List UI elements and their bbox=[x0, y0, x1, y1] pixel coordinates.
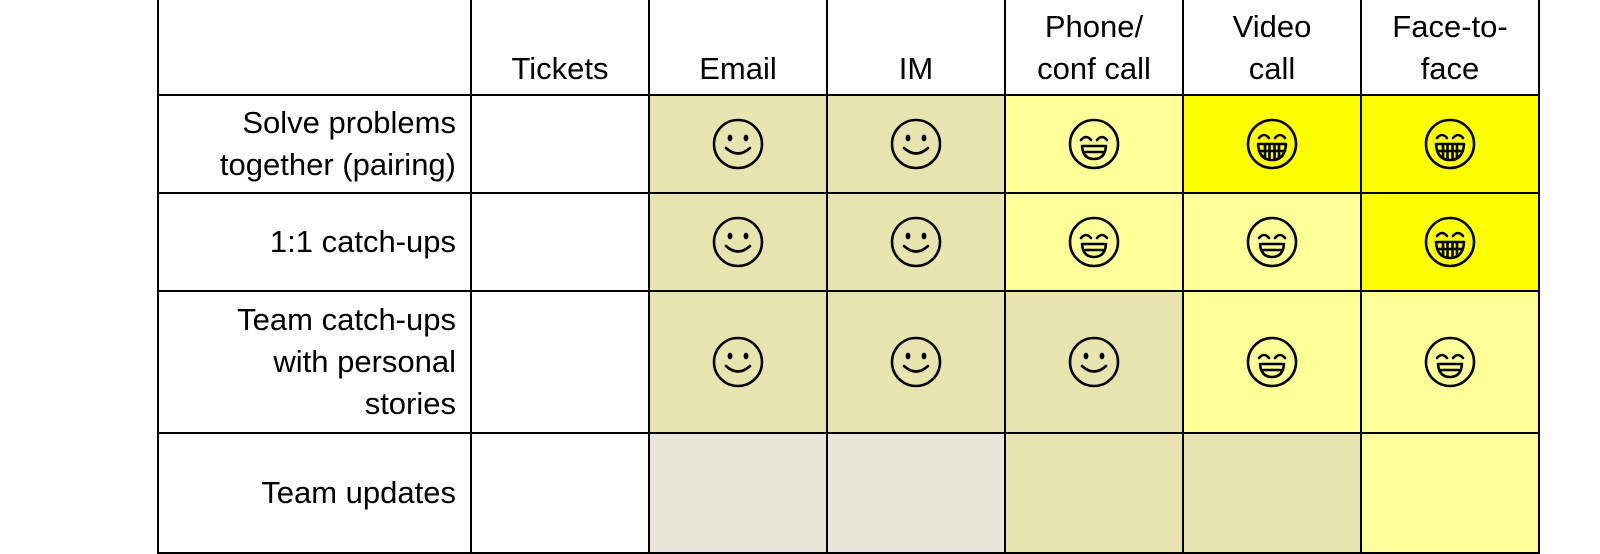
rating-cell-phone bbox=[1004, 432, 1184, 554]
row-header-label: Team catch-ups with personal stories bbox=[237, 302, 456, 421]
row-header: Solve problems together (pairing) bbox=[157, 94, 472, 194]
smile-face-icon bbox=[711, 215, 765, 269]
row-header-label: Team updates bbox=[261, 475, 456, 510]
rating-cell-face-to-face bbox=[1360, 192, 1540, 292]
rating-cell-im bbox=[826, 192, 1006, 292]
rating-cell-face-to-face bbox=[1360, 94, 1540, 194]
smile-face-icon bbox=[1067, 335, 1121, 389]
rating-cell-email bbox=[648, 432, 828, 554]
rating-cell-phone bbox=[1004, 94, 1184, 194]
grin-face-icon bbox=[1245, 335, 1299, 389]
row-header: Team catch-ups with personal stories bbox=[157, 290, 472, 434]
rating-cell-im bbox=[826, 432, 1006, 554]
rating-cell-im bbox=[826, 94, 1006, 194]
table-row: 1:1 catch-ups bbox=[157, 192, 1540, 292]
column-header-label: Tickets bbox=[511, 51, 609, 86]
column-header-row-header bbox=[157, 0, 472, 96]
big-grin-face-icon bbox=[1245, 117, 1299, 171]
column-header-label: Video call bbox=[1232, 9, 1312, 86]
big-grin-face-icon bbox=[1423, 215, 1477, 269]
column-header-email: Email bbox=[648, 0, 828, 96]
header-row: Tickets Email IM Phone/conf call Video call Fa… bbox=[157, 0, 1540, 96]
column-header-label: Phone/conf call bbox=[1037, 9, 1151, 86]
column-header-label: Email bbox=[699, 51, 777, 86]
rating-cell-email bbox=[648, 94, 828, 194]
rating-cell-phone bbox=[1004, 192, 1184, 292]
table-row: Solve problems together (pairing) bbox=[157, 94, 1540, 194]
rating-cell-face-to-face bbox=[1360, 290, 1540, 434]
smile-face-icon bbox=[889, 335, 943, 389]
column-header-tickets: Tickets bbox=[470, 0, 650, 96]
communication-matrix: Tickets Email IM Phone/conf call Video call Fa… bbox=[157, 0, 1540, 554]
rating-cell-phone bbox=[1004, 290, 1184, 434]
rating-cell-email bbox=[648, 290, 828, 434]
column-header-phone: Phone/conf call bbox=[1004, 0, 1184, 96]
row-header-label: Solve problems together (pairing) bbox=[219, 105, 456, 182]
column-header-label: IM bbox=[898, 51, 934, 86]
smile-face-icon bbox=[711, 117, 765, 171]
row-header: 1:1 catch-ups bbox=[157, 192, 472, 292]
grin-face-icon bbox=[1067, 215, 1121, 269]
smile-face-icon bbox=[711, 335, 765, 389]
grin-face-icon bbox=[1423, 335, 1477, 389]
smile-face-icon bbox=[889, 117, 943, 171]
rating-cell-im bbox=[826, 290, 1006, 434]
column-header-video: Video call bbox=[1182, 0, 1362, 96]
rating-cell-tickets bbox=[470, 290, 650, 434]
rating-cell-video bbox=[1182, 94, 1362, 194]
matrix-body: Solve problems together (pairing) 1:1 catc… bbox=[157, 94, 1540, 554]
rating-cell-tickets bbox=[470, 192, 650, 292]
rating-cell-tickets bbox=[470, 94, 650, 194]
rating-cell-face-to-face bbox=[1360, 432, 1540, 554]
smile-face-icon bbox=[889, 215, 943, 269]
grin-face-icon bbox=[1245, 215, 1299, 269]
rating-cell-video bbox=[1182, 192, 1362, 292]
table-row: Team catch-ups with personal stories bbox=[157, 290, 1540, 434]
column-header-face-to-face: Face-to-face bbox=[1360, 0, 1540, 96]
table-row: Team updates bbox=[157, 432, 1540, 554]
rating-cell-video bbox=[1182, 290, 1362, 434]
row-header-label: 1:1 catch-ups bbox=[269, 224, 456, 259]
column-header-im: IM bbox=[826, 0, 1006, 96]
rating-cell-email bbox=[648, 192, 828, 292]
rating-cell-video bbox=[1182, 432, 1362, 554]
column-header-label: Face-to-face bbox=[1392, 9, 1508, 86]
rating-cell-tickets bbox=[470, 432, 650, 554]
grin-face-icon bbox=[1067, 117, 1121, 171]
row-header: Team updates bbox=[157, 432, 472, 554]
big-grin-face-icon bbox=[1423, 117, 1477, 171]
